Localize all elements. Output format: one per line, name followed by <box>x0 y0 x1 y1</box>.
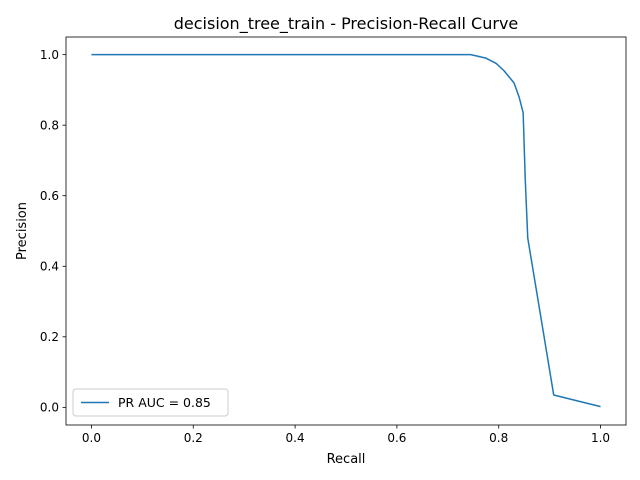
x-tick-label: 0.4 <box>286 431 305 445</box>
x-tick-label: 1.0 <box>591 431 610 445</box>
x-tick-label: 0.0 <box>82 431 101 445</box>
legend-box <box>72 388 229 417</box>
legend: PR AUC = 0.85 <box>72 388 229 417</box>
plot-area <box>65 36 627 426</box>
y-axis-label: Precision <box>15 202 30 260</box>
y-tick-label: 0.8 <box>40 118 59 132</box>
x-tick-label: 0.8 <box>489 431 508 445</box>
chart-title: decision_tree_train - Precision-Recall C… <box>174 14 519 34</box>
x-axis-label: Recall <box>327 452 366 467</box>
axes-frame <box>65 36 627 426</box>
legend-label: PR AUC = 0.85 <box>118 395 211 410</box>
y-tick-label: 0.4 <box>40 260 59 274</box>
x-tick-label: 0.2 <box>184 431 203 445</box>
x-tick-label: 0.6 <box>387 431 406 445</box>
y-tick-label: 0.0 <box>40 401 59 415</box>
axis-ticks: 0.0 0.2 0.4 0.6 0.8 1.0 0.0 0.2 0.4 0.6 0.8 1.0 <box>40 48 610 445</box>
y-tick-label: 1.0 <box>40 48 59 62</box>
y-tick-label: 0.6 <box>40 189 59 203</box>
y-tick-label: 0.2 <box>40 330 59 344</box>
series-line-0 <box>91 53 601 408</box>
